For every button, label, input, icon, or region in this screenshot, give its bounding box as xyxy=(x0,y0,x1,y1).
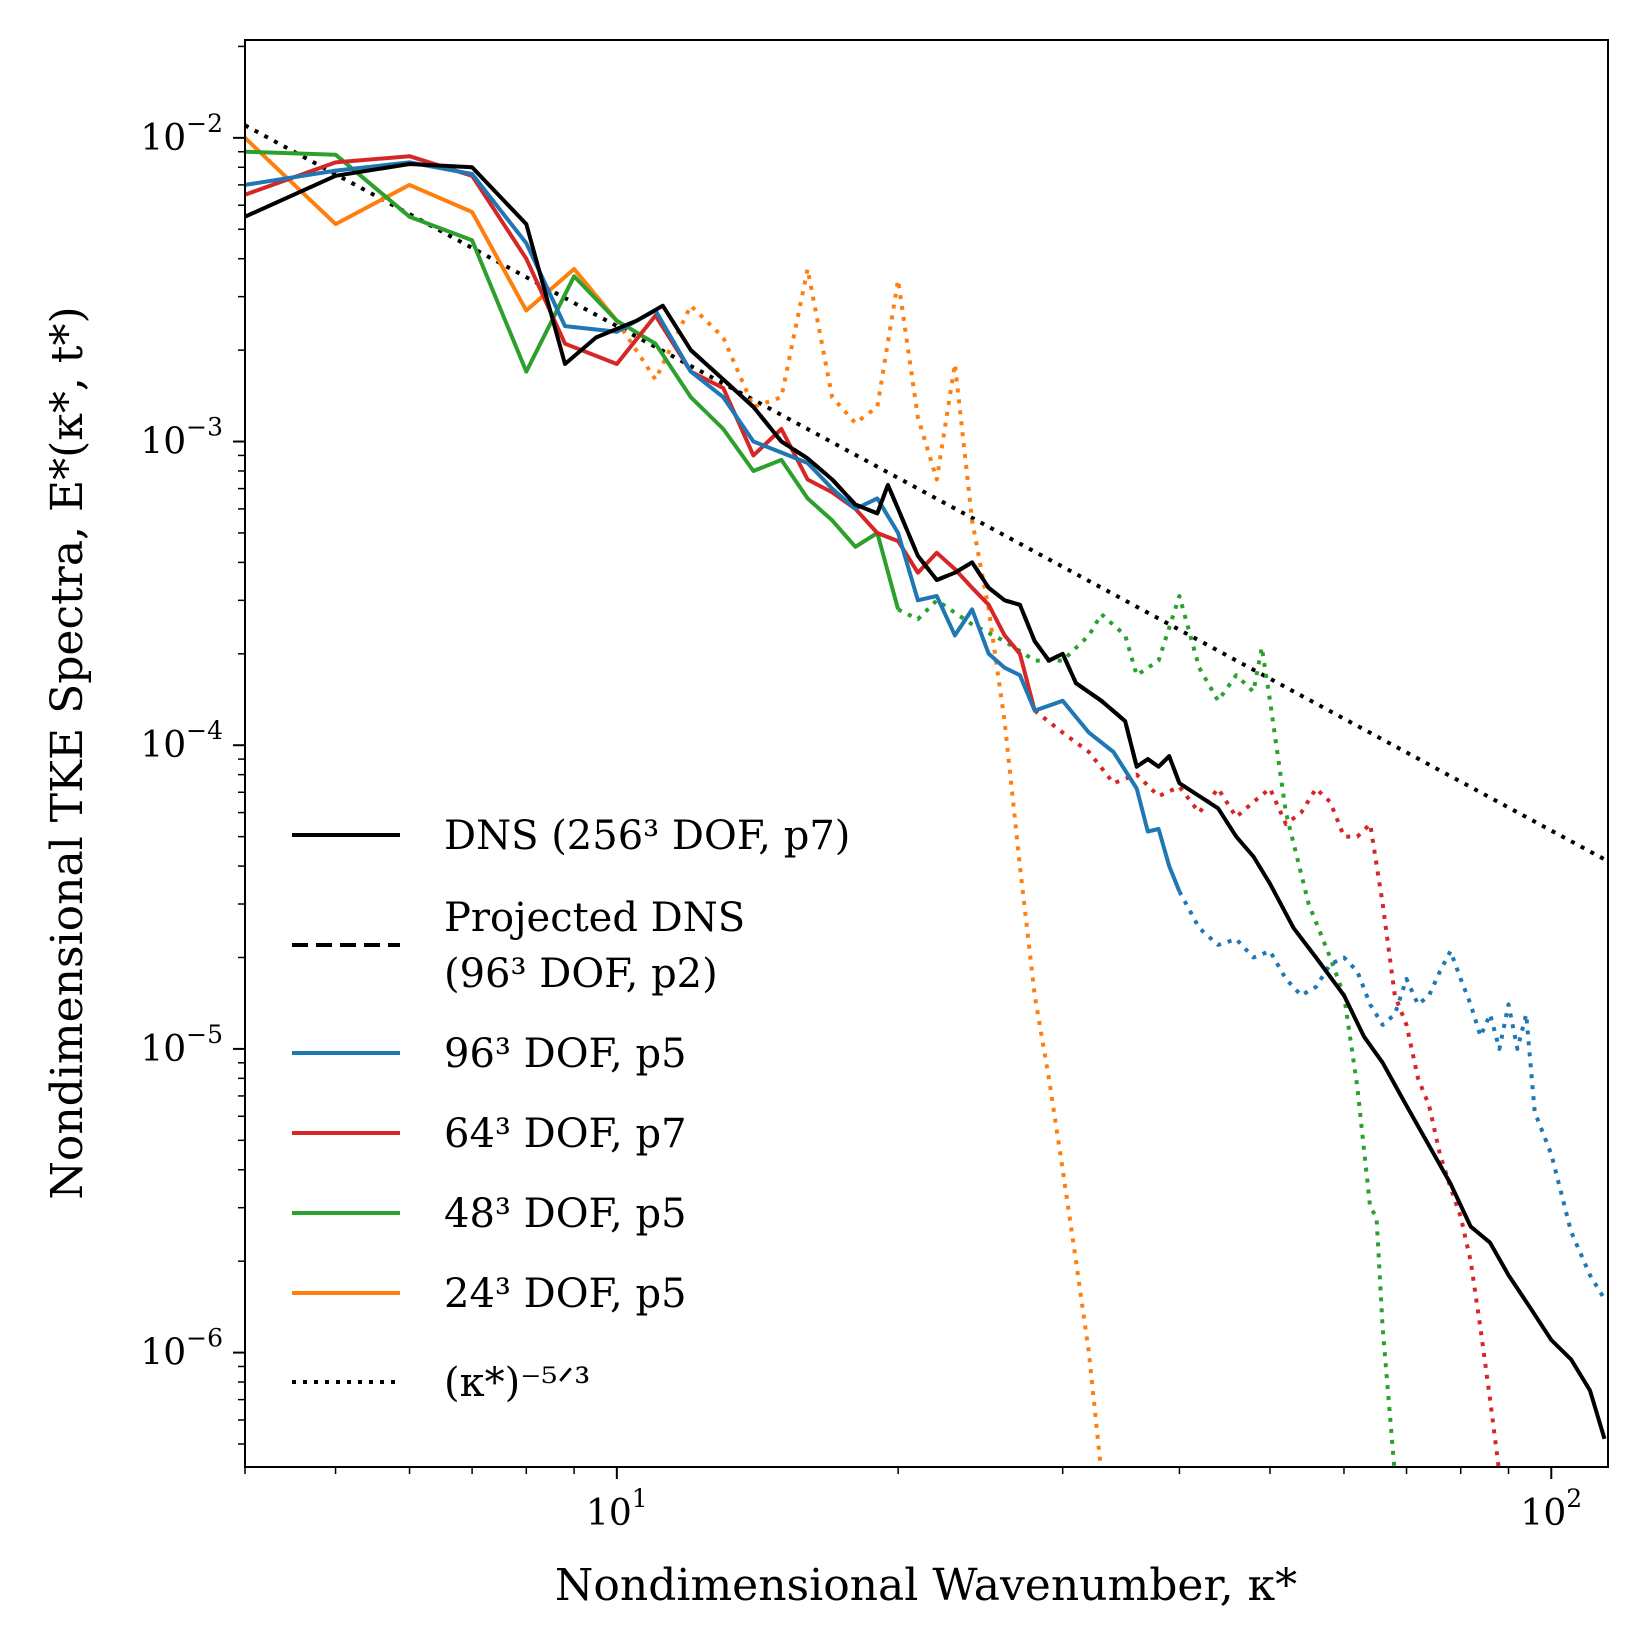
y-tick-label: 10−5 xyxy=(140,1020,223,1070)
series-lines xyxy=(245,123,1608,1467)
axis-ticks: 101 102 10−6 10−5 10−4 10−3 10−2 xyxy=(140,45,1582,1534)
series-line-s64d xyxy=(1033,709,1501,1467)
series-line-s48 xyxy=(245,149,901,610)
series-line-s48d xyxy=(897,594,1397,1467)
legend-label-s64: 64³ DOF, p7 xyxy=(444,1111,687,1157)
y-axis-label: Nondimensional TKE Spectra, E*(κ*, t*) xyxy=(42,306,93,1199)
series-line-s96 xyxy=(245,160,1182,893)
legend-label-s96: 96³ DOF, p5 xyxy=(444,1031,687,1077)
y-tick-label: 10−6 xyxy=(140,1324,223,1374)
series-line-ref xyxy=(245,123,1608,863)
series-line-s64 xyxy=(245,154,1037,712)
plot-frame xyxy=(244,39,1609,1468)
y-tick-label: 10−2 xyxy=(140,109,223,159)
legend-label-projected: (96³ DOF, p2) xyxy=(444,951,718,997)
series-line-s96d xyxy=(1177,890,1607,1301)
x-axis-label: Nondimensional Wavenumber, κ* xyxy=(555,1560,1297,1611)
y-tick-label: 10−3 xyxy=(140,413,223,463)
series-line-s24d xyxy=(615,267,1103,1467)
series-line-projected xyxy=(689,348,1182,784)
series-line-dns xyxy=(245,162,1607,1440)
series-line-s24 xyxy=(245,136,619,322)
x-tick-label: 102 xyxy=(1520,1484,1582,1534)
legend: DNS (256³ DOF, p7) Projected DNS (96³ DOF,… xyxy=(292,813,850,1406)
legend-label-s48: 48³ DOF, p5 xyxy=(444,1191,687,1237)
legend-label-s24: 24³ DOF, p5 xyxy=(444,1271,687,1317)
x-tick-label: 101 xyxy=(586,1484,648,1534)
y-tick-label: 10−4 xyxy=(140,716,223,766)
legend-label-projected: Projected DNS xyxy=(444,895,745,941)
legend-label-ref: (κ*)⁻⁵ᐟ³ xyxy=(444,1360,590,1406)
legend-label-dns: DNS (256³ DOF, p7) xyxy=(444,813,850,859)
